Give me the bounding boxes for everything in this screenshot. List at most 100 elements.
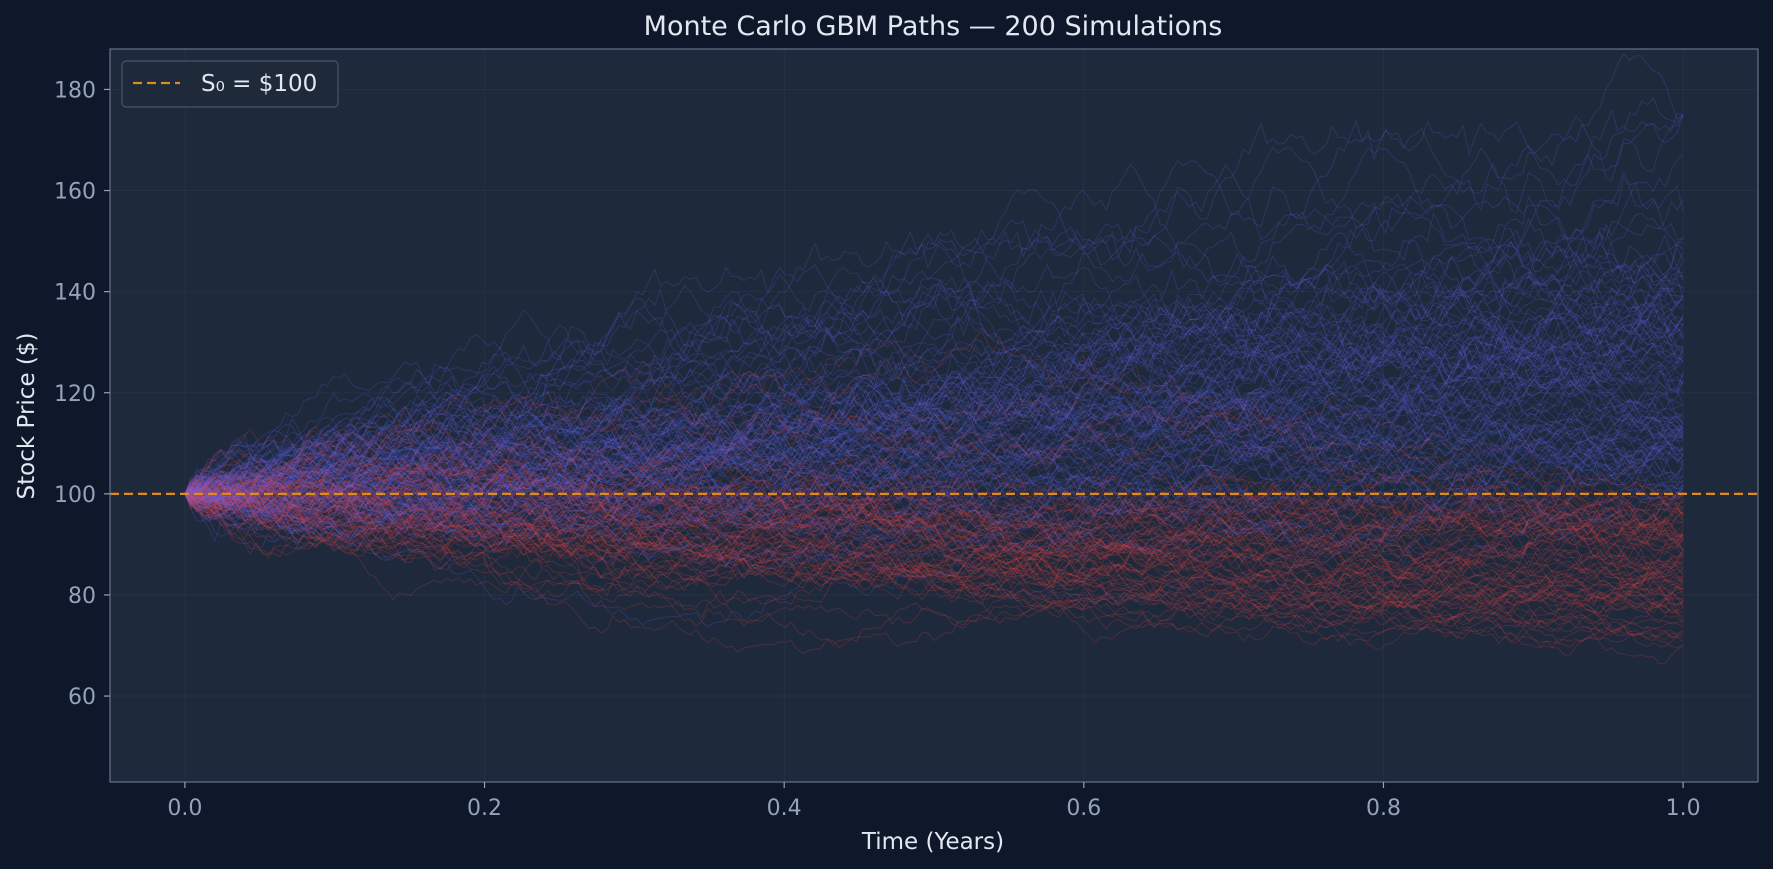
sim-path-65 <box>184 396 1684 568</box>
sim-path-39 <box>184 366 1684 515</box>
sim-path-110 <box>184 257 1684 522</box>
sim-path-178 <box>184 147 1684 519</box>
sim-path-79 <box>184 256 1684 497</box>
y-axis-label: Stock Price ($) <box>14 333 40 500</box>
sim-path-55 <box>184 455 1684 605</box>
sim-path-34 <box>184 462 1684 611</box>
sim-path-28 <box>184 326 1684 503</box>
sim-path-190 <box>184 380 1684 527</box>
sim-path-96 <box>184 470 1684 575</box>
sim-path-115 <box>184 153 1684 505</box>
sim-path-107 <box>184 358 1684 510</box>
sim-path-191 <box>184 329 1684 516</box>
sim-path-56 <box>184 467 1684 564</box>
sim-path-62 <box>184 411 1684 528</box>
sim-path-72 <box>184 480 1684 590</box>
sim-path-46 <box>184 277 1684 501</box>
sim-path-12 <box>184 160 1684 496</box>
sim-path-21 <box>184 402 1684 563</box>
sim-path-88 <box>184 402 1684 540</box>
sim-path-149 <box>184 413 1684 517</box>
sim-path-85 <box>184 217 1684 505</box>
sim-path-38 <box>184 319 1684 518</box>
sim-path-52 <box>184 400 1684 561</box>
sim-path-153 <box>184 404 1684 565</box>
sim-path-36 <box>184 474 1684 544</box>
legend-label-s0: S₀ = $100 <box>201 71 317 97</box>
y-tick-label-3: 120 <box>54 382 96 407</box>
sim-path-6 <box>184 199 1684 499</box>
y-tick-label-0: 60 <box>68 685 96 710</box>
sim-path-192 <box>184 371 1684 515</box>
sim-path-189 <box>184 254 1684 495</box>
sim-path-15 <box>184 400 1684 495</box>
sim-path-152 <box>184 291 1684 505</box>
sim-path-142 <box>184 212 1684 498</box>
y-tick-label-1: 80 <box>68 584 96 609</box>
sim-path-146 <box>184 329 1684 543</box>
sim-path-156 <box>184 374 1684 543</box>
sim-path-130 <box>184 480 1684 577</box>
legend: S₀ = $100 <box>121 60 339 108</box>
sim-path-175 <box>184 456 1684 604</box>
sim-path-125 <box>184 395 1684 557</box>
sim-path-116 <box>184 284 1684 495</box>
sim-path-95 <box>184 146 1684 495</box>
sim-path-11 <box>184 478 1684 630</box>
sim-path-17 <box>184 315 1684 506</box>
sim-path-18 <box>184 293 1684 497</box>
sim-path-171 <box>184 406 1684 543</box>
plot-border <box>109 48 1759 783</box>
sim-path-136 <box>184 114 1684 538</box>
x-axis-ticks: 0.0 0.2 0.4 0.6 0.8 1.0 <box>167 782 1701 821</box>
sim-path-68 <box>184 420 1684 537</box>
sim-path-26 <box>184 465 1684 589</box>
sim-path-86 <box>184 472 1684 597</box>
sim-path-180 <box>184 477 1684 629</box>
y-tick-label-2: 100 <box>54 483 96 508</box>
sim-path-111 <box>184 369 1684 535</box>
sim-path-78 <box>184 426 1684 528</box>
sim-path-188 <box>184 482 1684 647</box>
chart-title: Monte Carlo GBM Paths — 200 Simulations <box>644 11 1223 42</box>
sim-path-4 <box>184 287 1684 550</box>
sim-path-83 <box>184 439 1684 564</box>
sim-path-176 <box>184 455 1684 566</box>
plot-area <box>110 49 1758 782</box>
y-tick-label-5: 160 <box>54 180 96 205</box>
sim-path-80 <box>184 305 1684 531</box>
x-tick-label-4: 0.8 <box>1366 796 1401 821</box>
sim-path-162 <box>184 242 1684 514</box>
sim-path-139 <box>184 473 1684 577</box>
sim-path-42 <box>184 396 1684 565</box>
sim-path-159 <box>184 479 1684 629</box>
sim-path-97 <box>184 491 1684 632</box>
sim-path-27 <box>184 232 1684 504</box>
sim-path-118 <box>184 479 1684 610</box>
sim-path-51 <box>184 475 1684 613</box>
sim-path-164 <box>184 454 1684 604</box>
sim-path-144 <box>184 493 1684 629</box>
x-axis-label: Time (Years) <box>861 829 1004 855</box>
sim-path-25 <box>184 265 1684 522</box>
sim-path-61 <box>184 452 1684 581</box>
sim-path-32 <box>184 97 1684 496</box>
sim-path-103 <box>184 368 1684 504</box>
sim-path-138 <box>184 493 1684 632</box>
sim-path-5 <box>184 488 1684 651</box>
sim-path-66 <box>184 422 1684 536</box>
sim-path-140 <box>184 467 1684 538</box>
sim-path-44 <box>184 444 1684 603</box>
sim-path-169 <box>184 493 1684 619</box>
sim-path-154 <box>184 461 1684 600</box>
sim-path-196 <box>184 427 1684 613</box>
sim-path-33 <box>184 331 1684 495</box>
sim-path-73 <box>184 352 1684 529</box>
sim-path-89 <box>184 246 1684 500</box>
sim-path-184 <box>184 282 1684 516</box>
sim-path-3 <box>184 233 1684 495</box>
sim-path-150 <box>184 326 1684 506</box>
sim-path-99 <box>184 342 1684 516</box>
sim-path-70 <box>184 428 1684 583</box>
sim-path-74 <box>184 53 1684 518</box>
